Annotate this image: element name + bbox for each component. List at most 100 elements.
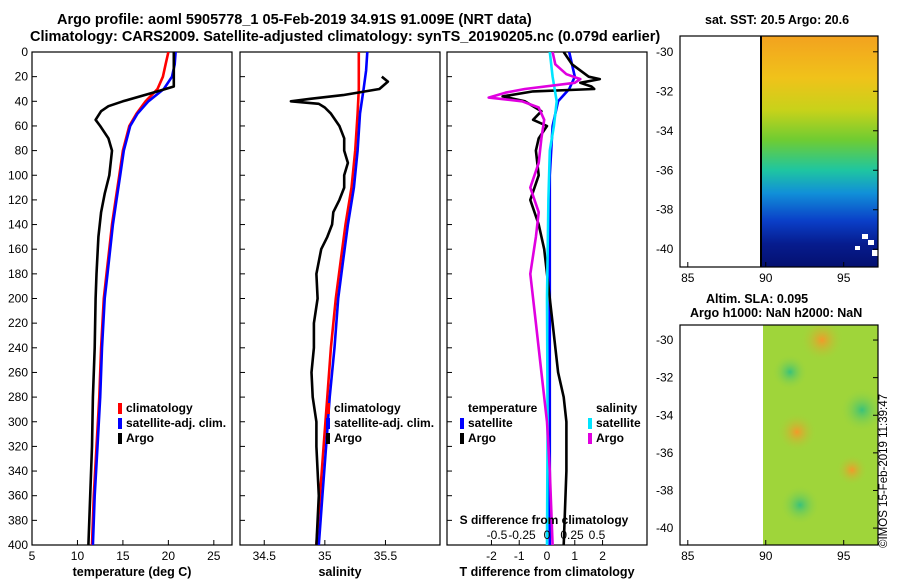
series-line-argo <box>289 75 390 545</box>
series-line-satellite-adj-clim- <box>317 52 369 545</box>
x-tick-label: 10 <box>71 549 85 563</box>
x-tick-label: -2 <box>486 549 497 563</box>
x2-tick-label: -0.25 <box>508 528 536 542</box>
map-y-tick-label: -36 <box>656 446 674 460</box>
sst-map <box>760 36 878 267</box>
legend-swatch <box>118 433 122 444</box>
map-y-tick-label: -38 <box>656 483 674 497</box>
series-line-satellite-temperature- <box>548 52 577 545</box>
y-tick-label: 300 <box>8 415 28 429</box>
legend-swatch <box>118 403 122 414</box>
x-tick-label: 20 <box>162 549 176 563</box>
legend-title-temperature: temperature <box>468 401 538 415</box>
x2-tick-label: 0.25 <box>560 528 584 542</box>
map-y-tick-label: -34 <box>656 408 674 422</box>
y-tick-label: 140 <box>8 218 28 232</box>
sla-anomaly <box>780 485 820 525</box>
x-tick-label: 1 <box>571 549 578 563</box>
legend-swatch <box>460 433 464 444</box>
y-tick-label: 80 <box>15 144 29 158</box>
map-y-tick-label: -30 <box>656 333 674 347</box>
legend-swatch <box>588 418 592 429</box>
legend-swatch <box>588 433 592 444</box>
y-tick-label: 200 <box>8 292 28 306</box>
legend-label: satellite <box>468 416 513 430</box>
y-tick-label: 0 <box>21 45 28 59</box>
legend-swatch <box>118 418 122 429</box>
y-tick-label: 340 <box>8 464 28 478</box>
x-tick-label: 2 <box>599 549 606 563</box>
map-y-tick-label: -38 <box>656 203 674 217</box>
x-tick-label: 35 <box>318 549 332 563</box>
legend-label: Argo <box>126 431 154 445</box>
sla-anomaly <box>772 354 808 390</box>
map-y-tick-label: -40 <box>656 521 674 535</box>
x2-tick-label: 0.5 <box>589 528 606 542</box>
series-line-argo-temperature- <box>501 52 602 545</box>
difference-chart: -2 -1 0 1 2 T difference from climatology S di… <box>446 51 648 579</box>
map-x-tick-label: 85 <box>681 271 695 285</box>
sla-map-title: Altim. SLA: 0.095 <box>706 292 809 306</box>
sst-land-mask <box>868 240 874 245</box>
x-tick-label: 25 <box>207 549 221 563</box>
map-y-tick-label: -36 <box>656 163 674 177</box>
sst-land-mask <box>862 234 868 239</box>
legend-title-salinity: salinity <box>596 401 638 415</box>
x-tick-label: 34.5 <box>253 549 277 563</box>
sst-map-edge <box>760 36 762 267</box>
plot-title-line2: Climatology: CARS2009. Satellite-adjuste… <box>30 29 661 45</box>
y-tick-label: 260 <box>8 365 28 379</box>
series-line-argo-salinity- <box>487 52 582 545</box>
difference-series-group <box>487 52 602 545</box>
y-tick-label: 400 <box>8 538 28 552</box>
map-y-tick-label: -30 <box>656 45 674 59</box>
salinity-chart: 34.5 35 35.5 salinity <box>239 51 441 579</box>
legend-label: climatology <box>334 401 401 415</box>
sla-anomaly <box>836 454 868 486</box>
x2-tick-label: -0.5 <box>487 528 508 542</box>
y-tick-label: 60 <box>15 119 29 133</box>
legend-swatch <box>326 433 330 444</box>
legend-label: satellite-adj. clim. <box>126 416 226 430</box>
map-axes: 85 90 95 -30 -32 -34 -36 -38 -40 <box>656 324 879 563</box>
map-x-tick-label: 95 <box>837 549 851 563</box>
y-tick-label: 160 <box>8 242 28 256</box>
plot-title-line1: Argo profile: aoml 5905778_1 05-Feb-2019… <box>57 12 532 28</box>
temperature-frame <box>31 51 233 546</box>
map-y-tick-label: -34 <box>656 124 674 138</box>
temperature-series-group <box>87 52 177 545</box>
legend-swatch <box>326 418 330 429</box>
map-y-tick-label: -40 <box>656 242 674 256</box>
y-tick-label: 180 <box>8 267 28 281</box>
y-tick-label: 100 <box>8 168 28 182</box>
series-line-argo <box>87 52 176 545</box>
map-x-tick-label: 90 <box>759 271 773 285</box>
sla-map <box>763 325 878 545</box>
y-tick-label: 240 <box>8 341 28 355</box>
series-line-satellite-adj-clim- <box>91 52 177 545</box>
y-tick-label: 20 <box>15 70 29 84</box>
sla-anomaly <box>840 388 878 432</box>
map-frame <box>679 324 879 546</box>
map-x-tick-label: 85 <box>681 549 695 563</box>
y-tick-label: 360 <box>8 489 28 503</box>
legend-label: Argo <box>596 431 624 445</box>
x-tick-label: 35.5 <box>374 549 398 563</box>
salinity-diff-axis-label: S difference from climatology <box>460 513 629 527</box>
x-tick-label: -1 <box>514 549 525 563</box>
legend-label: satellite-adj. clim. <box>334 416 434 430</box>
legend-swatch <box>460 418 464 429</box>
map-x-tick-label: 90 <box>759 549 773 563</box>
y-tick-label: 380 <box>8 513 28 527</box>
sla-anomaly <box>777 412 817 452</box>
map-x-tick-label: 95 <box>837 271 851 285</box>
y-tick-label: 120 <box>8 193 28 207</box>
temperature-xlabel: temperature (deg C) <box>73 565 192 579</box>
legend-label: climatology <box>126 401 193 415</box>
sst-land-mask <box>872 250 878 256</box>
x-tick-label: 15 <box>116 549 130 563</box>
sla-anomaly <box>800 325 844 362</box>
salinity-xlabel: salinity <box>318 565 361 579</box>
